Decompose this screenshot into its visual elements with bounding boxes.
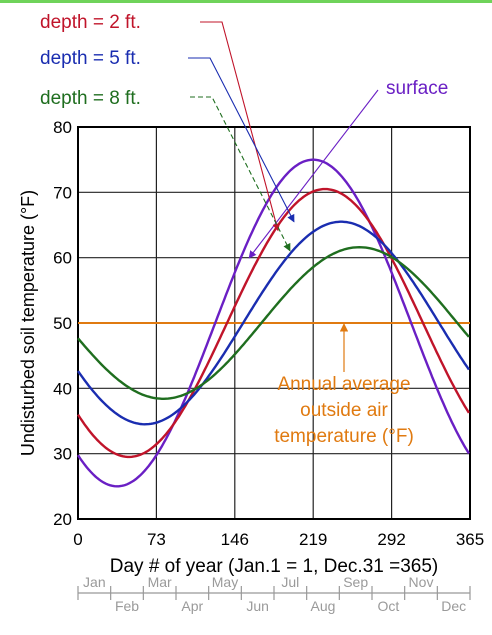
legend-label-2: depth = 5 ft. [40, 48, 141, 69]
x-tick-label: 0 [73, 530, 82, 549]
legend-leader-3 [190, 96, 291, 252]
x-axis-label: Day # of year (Jan.1 = 1, Dec.31 =365) [110, 556, 438, 577]
legend-label-3: depth = 8 ft. [40, 88, 141, 109]
month-label: Aug [311, 598, 336, 614]
legend-leader-0 [248, 89, 379, 259]
x-tick-label: 219 [299, 530, 327, 549]
month-label: Apr [181, 598, 203, 614]
month-label: Nov [409, 574, 434, 590]
x-tick-label: 365 [456, 530, 484, 549]
y-tick-label: 40 [53, 379, 72, 398]
month-label: Mar [148, 574, 172, 590]
x-tick-label: 292 [377, 530, 405, 549]
annual-average-label-line-1: Annual average [277, 374, 410, 395]
month-label: Dec [441, 598, 466, 614]
month-label: Oct [377, 598, 399, 614]
legend-label-0: surface [386, 78, 448, 99]
month-label: May [212, 574, 238, 590]
y-tick-label: 50 [53, 314, 72, 333]
y-axis-label: Undisturbed soil temperature (°F) [18, 190, 38, 456]
month-axis: Jan Feb Mar Apr May Jun Jul Aug Sep Oct Nov Dec [77, 574, 471, 614]
y-tick-label: 70 [53, 183, 72, 202]
y-tick-label: 80 [53, 118, 72, 137]
y-tick-label: 20 [53, 510, 72, 529]
x-tick-label: 146 [221, 530, 249, 549]
legend-label-1: depth = 2 ft. [40, 12, 141, 33]
series-line-2 [77, 220, 470, 426]
legend-leader-1 [200, 21, 280, 232]
series-line-0 [76, 158, 470, 488]
series-line-1 [76, 187, 470, 459]
top-accent-bar [0, 0, 492, 3]
x-tick-label: 73 [147, 530, 166, 549]
y-tick-label: 30 [53, 445, 72, 464]
month-label: Jul [281, 574, 299, 590]
annual-average-label: Annual average outside air temperature (… [274, 374, 414, 447]
month-label: Jun [246, 598, 269, 614]
y-tick-label: 60 [53, 249, 72, 268]
annual-average-label-line-2: outside air [300, 400, 388, 421]
series-line-3 [77, 245, 470, 400]
month-label: Jan [83, 574, 106, 590]
month-label: Sep [343, 574, 368, 590]
month-label: Feb [115, 598, 139, 614]
legend-leader-2 [188, 57, 295, 223]
annual-average-label-line-3: temperature (°F) [274, 426, 414, 447]
